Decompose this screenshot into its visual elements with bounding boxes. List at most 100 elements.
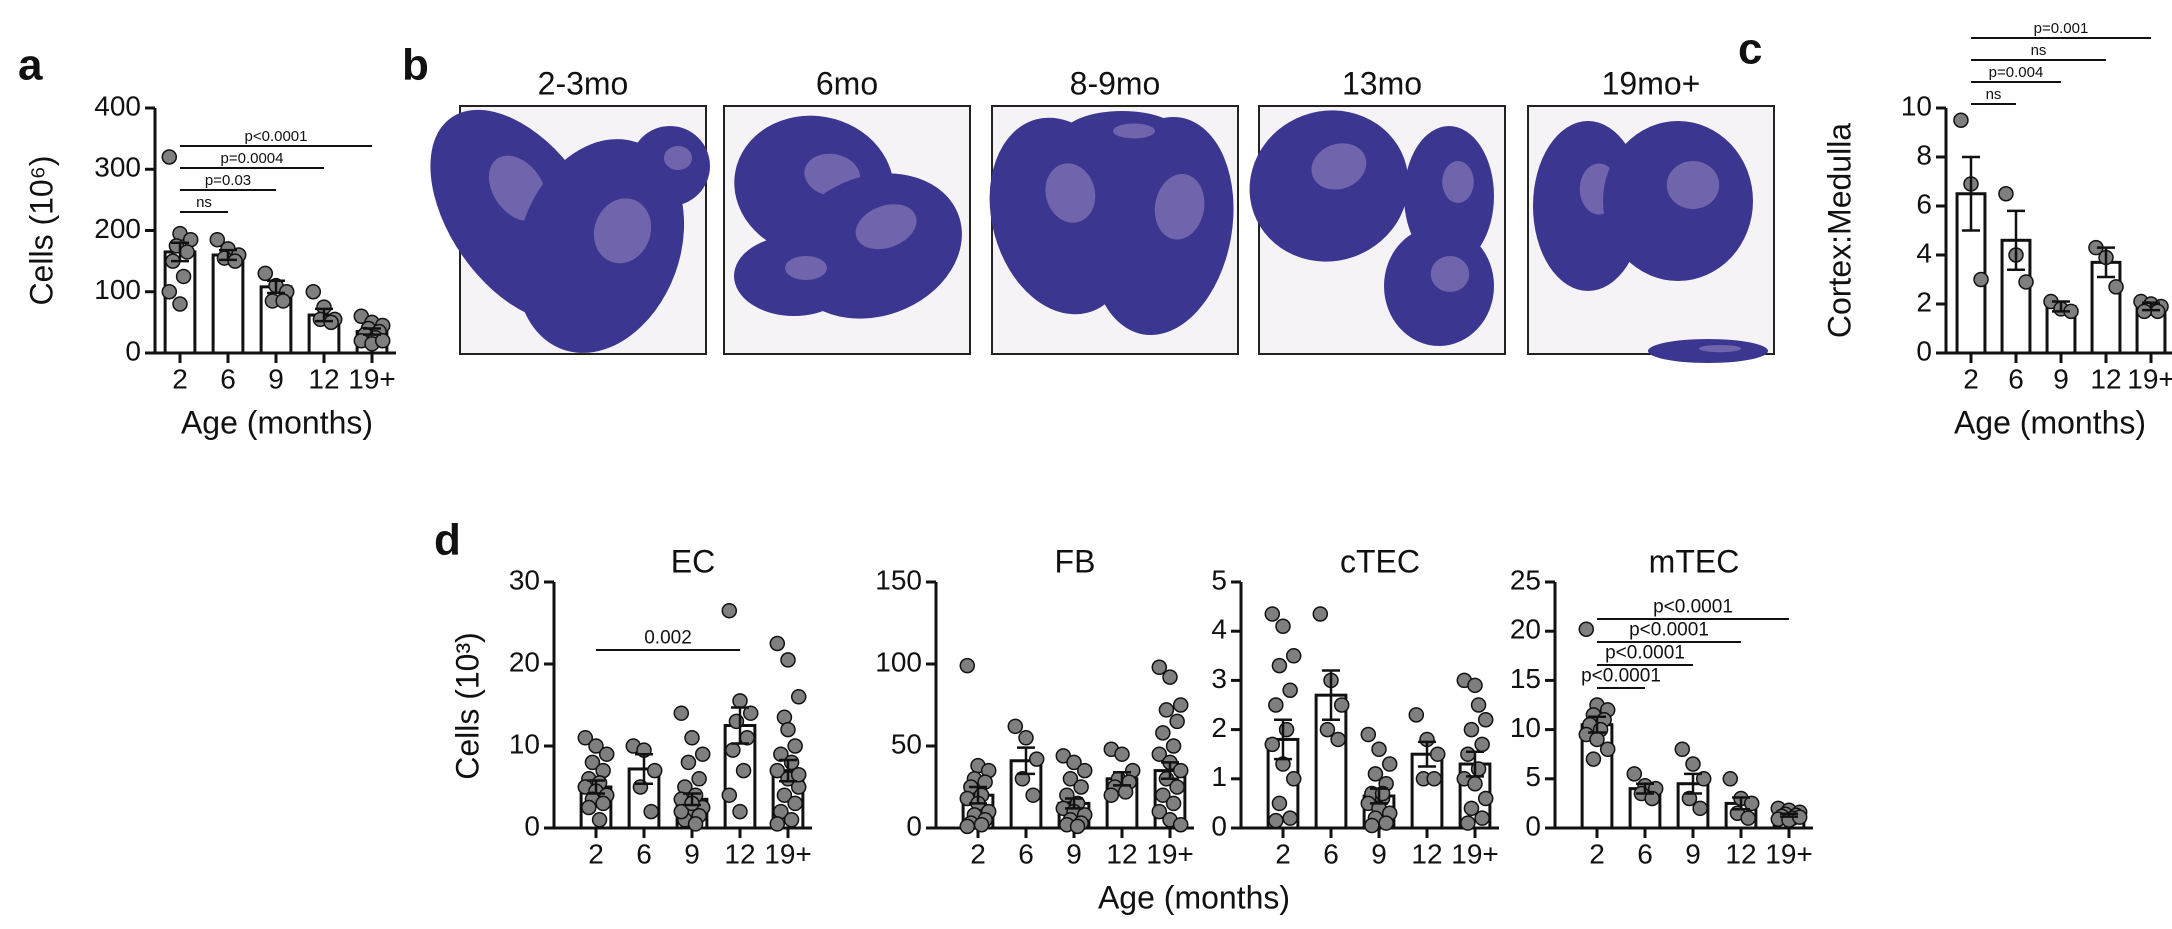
- medulla: [1666, 161, 1720, 209]
- y-tick-label: 2: [1211, 712, 1227, 743]
- error-bar: [171, 241, 189, 263]
- x-tick-label: 2: [970, 838, 986, 869]
- y-tick-label: 2: [1916, 286, 1932, 317]
- significance-label: p<0.0001: [245, 128, 308, 145]
- data-point: [1151, 803, 1168, 820]
- data-point: [1028, 751, 1045, 767]
- data-point: [1312, 606, 1329, 622]
- data-point: [175, 268, 192, 285]
- data-point: [973, 816, 990, 833]
- data-point: [1644, 790, 1660, 807]
- x-tick-label: 19+: [348, 363, 396, 394]
- data-point: [1692, 800, 1708, 817]
- data-point: [687, 816, 704, 832]
- data-point: [728, 713, 745, 730]
- data-point: [787, 738, 803, 754]
- error-bar: [1274, 718, 1292, 761]
- x-tick-label: 2: [1275, 838, 1291, 869]
- data-point: [769, 816, 786, 832]
- data-point: [1172, 697, 1189, 713]
- data-point: [1025, 787, 1041, 803]
- data-point: [1953, 112, 1969, 128]
- medulla: [1430, 256, 1470, 292]
- x-tick-label: 9: [2053, 363, 2069, 394]
- data-point: [1103, 787, 1120, 803]
- panel-letter: a: [18, 41, 43, 90]
- x-tick-label: 2: [1963, 363, 1979, 394]
- x-tick-label: 6: [636, 838, 652, 869]
- error-bar: [1466, 750, 1484, 778]
- data-point: [783, 812, 800, 828]
- data-point: [1151, 659, 1168, 676]
- y-tick-label: 150: [875, 564, 922, 595]
- data-point: [1722, 771, 1739, 787]
- chart-title: EC: [671, 543, 715, 579]
- x-axis-title: Age (months): [1954, 404, 2146, 440]
- data-point: [776, 787, 793, 803]
- panel-letter: b: [402, 41, 429, 90]
- data-point: [1360, 726, 1377, 743]
- data-point: [1271, 657, 1288, 674]
- significance-label: p=0.004: [1989, 64, 2044, 81]
- data-point: [1278, 721, 1295, 738]
- error-bar: [1322, 669, 1340, 722]
- x-tick-label: 6: [1637, 838, 1653, 869]
- x-tick-label: 6: [1323, 838, 1339, 869]
- x-tick-label: 12: [308, 363, 339, 394]
- x-axis-title: Age (months): [181, 404, 373, 440]
- y-tick-label: 5: [1525, 761, 1541, 792]
- medulla: [1699, 345, 1741, 353]
- data-point: [1114, 746, 1130, 762]
- medulla: [1442, 161, 1474, 203]
- error-bar: [1962, 155, 1980, 232]
- significance-label: ns: [1986, 86, 2002, 103]
- histology-image: [1527, 105, 1775, 363]
- data-point: [684, 730, 700, 746]
- significance-label: p<0.0001: [1629, 620, 1709, 641]
- data-point: [790, 689, 807, 705]
- data-point: [1162, 669, 1178, 685]
- data-point: [172, 296, 188, 312]
- error-bar: [1780, 812, 1798, 818]
- data-point: [959, 818, 976, 835]
- x-tick-label: 19+: [764, 838, 812, 869]
- data-point: [2018, 274, 2034, 290]
- y-tick-label: 0: [1525, 810, 1541, 841]
- y-tick-label: 15: [1510, 663, 1541, 694]
- data-point: [694, 746, 711, 762]
- data-point: [1470, 761, 1487, 777]
- y-axis-title: Cells (10³): [449, 632, 485, 780]
- medulla: [593, 198, 652, 264]
- data-point: [1151, 746, 1168, 762]
- panel-letter: c: [1738, 25, 1762, 74]
- x-tick-label: 12: [2090, 363, 2121, 394]
- y-tick-label: 0: [125, 335, 141, 366]
- x-tick-label: 19+: [1765, 838, 1813, 869]
- panel-letter: d: [434, 516, 461, 565]
- chart-title: FB: [1055, 543, 1096, 579]
- error-bar: [587, 779, 605, 795]
- data-point: [732, 693, 748, 709]
- medulla: [1113, 123, 1155, 139]
- error-bar: [2097, 246, 2115, 279]
- y-tick-label: 300: [94, 152, 141, 183]
- data-point: [591, 812, 608, 828]
- error-bar: [1370, 787, 1388, 805]
- data-point: [1429, 746, 1446, 762]
- y-tick-label: 50: [891, 728, 922, 759]
- significance-label: p<0.0001: [1605, 643, 1685, 664]
- significance-label: p=0.03: [205, 172, 251, 189]
- data-point: [1381, 756, 1398, 772]
- data-point: [1626, 766, 1643, 782]
- x-tick-label: 12: [1106, 838, 1137, 869]
- data-point: [1364, 817, 1380, 834]
- image-label: 13mo: [1342, 65, 1422, 101]
- data-point: [1271, 795, 1288, 812]
- y-tick-label: 5: [1211, 564, 1227, 595]
- data-point: [1282, 810, 1298, 826]
- data-point: [1319, 721, 1336, 738]
- data-point: [588, 738, 604, 754]
- error-bar: [1684, 772, 1702, 795]
- image-label: 8-9mo: [1070, 65, 1161, 101]
- y-axis-title: Cells (10⁶): [23, 155, 59, 305]
